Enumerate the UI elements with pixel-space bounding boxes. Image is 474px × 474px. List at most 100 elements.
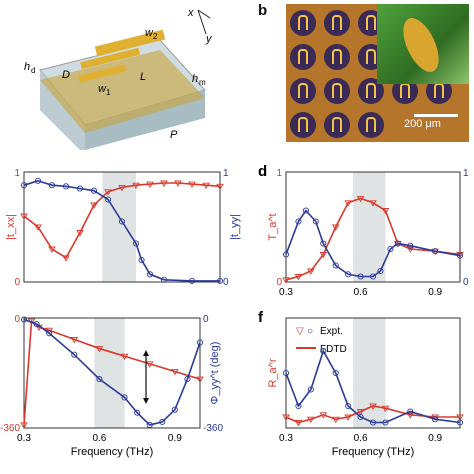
- data-point-f-1-4: [332, 369, 339, 377]
- x-tick-f-0: 0.3: [279, 433, 293, 444]
- data-point-e-1-7: [146, 421, 153, 428]
- data-point-c-0-0: [20, 213, 28, 220]
- data-point-e-1-9: [171, 406, 178, 413]
- legend-expt: Expt.: [320, 326, 343, 337]
- data-point-f-0-0: [282, 414, 290, 421]
- left-y-axis-label-c: |t_xx|: [5, 214, 17, 240]
- series-line-d-1: [285, 209, 461, 278]
- data-point-c-0-6: [104, 189, 112, 196]
- data-point-d-1-4: [320, 240, 327, 247]
- data-point-d-0-1: [294, 274, 303, 281]
- right-tick-bottom-c: 0: [223, 277, 229, 288]
- data-point-d-0-2: [307, 268, 315, 275]
- series-line-e-0: [23, 319, 201, 426]
- data-point-f-0-11: [456, 414, 464, 421]
- data-point-f-1-3: [320, 347, 327, 355]
- panel-label-b: b: [258, 2, 268, 19]
- series-line-e-1: [23, 318, 201, 426]
- data-point-c-1-9: [138, 256, 145, 264]
- y-axis-label-d: T_a^t: [267, 213, 279, 240]
- plot-frame-c: [23, 171, 221, 283]
- series-line-f-0: [285, 405, 460, 424]
- data-point-e-1-2: [46, 330, 53, 337]
- label-P: P: [170, 129, 178, 141]
- x-tick-e-2: 0.9: [168, 433, 182, 444]
- label-w2-sub: 2: [153, 32, 158, 41]
- data-point-c-1-5: [90, 187, 98, 194]
- data-point-d-1-2: [302, 207, 309, 214]
- data-point-d-0-11: [431, 248, 439, 256]
- data-point-f-1-11: [456, 419, 464, 426]
- scale-bar: [414, 114, 458, 117]
- data-point-f-0-1: [294, 420, 303, 427]
- axis-y-label: y: [205, 33, 213, 45]
- series-line-d-0: [285, 197, 461, 281]
- data-point-c-0-1: [34, 224, 42, 231]
- plot-frame-f: [285, 317, 461, 429]
- data-point-c-0-12: [188, 181, 196, 188]
- legend-marker-expt-blue: ○: [307, 326, 313, 337]
- label-hd-sub: d: [31, 66, 35, 75]
- data-point-d-0-4: [331, 224, 340, 231]
- right-y-axis-label-e: Φ_yy^t (deg): [209, 342, 221, 405]
- x-tick-e-1: 0.6: [92, 433, 106, 444]
- data-point-c-0-10: [160, 180, 168, 187]
- x-tick-f-1: 0.6: [354, 433, 368, 444]
- data-point-e-1-0: [20, 316, 28, 323]
- x-tick-f-2: 0.9: [428, 433, 442, 444]
- data-point-e-0-7: [145, 361, 154, 368]
- data-point-e-0-9: [196, 376, 204, 383]
- data-point-d-1-14: [456, 252, 464, 259]
- metasurface-schematic: x y w 2 h d D L w 1 h m P: [24, 7, 213, 150]
- data-point-d-1-8: [369, 273, 377, 280]
- data-point-e-0-6: [120, 353, 129, 361]
- panel-label-f: f: [258, 309, 264, 326]
- panel-label-d: d: [258, 163, 267, 180]
- flexible-sample-inset: [377, 4, 469, 84]
- right-tick-top-d: 1: [463, 168, 469, 179]
- left-tick-bottom-e: -360: [0, 423, 20, 434]
- data-point-f-1-10: [432, 416, 439, 423]
- axis-x-label: x: [187, 7, 194, 19]
- data-point-d-1-1: [295, 218, 302, 225]
- data-point-f-1-2: [307, 386, 314, 393]
- data-point-e-1-6: [134, 409, 141, 416]
- x-tick-d-2: 0.9: [428, 287, 442, 298]
- data-point-f-0-4: [331, 416, 340, 424]
- data-point-d-0-0: [282, 277, 290, 284]
- data-point-c-1-0: [20, 182, 28, 189]
- left-tick-top-e: 0: [14, 314, 20, 325]
- data-point-c-1-3: [62, 183, 70, 190]
- shaded-band-c: [102, 172, 136, 282]
- plot-frame-d: [285, 171, 461, 283]
- data-point-c-1-6: [104, 196, 112, 203]
- data-point-d-0-10: [406, 246, 415, 253]
- data-point-c-1-1: [34, 177, 42, 184]
- data-point-e-1-5: [121, 394, 128, 401]
- data-point-d-1-0: [282, 251, 290, 258]
- data-point-c-0-4: [76, 230, 84, 237]
- data-point-f-0-7: [369, 403, 377, 410]
- x-axis-label-f: Frequency (THz): [332, 446, 415, 458]
- x-axis-label-e: Frequency (THz): [71, 446, 154, 458]
- data-point-f-0-2: [307, 416, 315, 424]
- data-point-e-0-3: [45, 327, 53, 335]
- data-point-c-0-5: [90, 202, 98, 209]
- data-point-f-1-5: [345, 402, 352, 410]
- arrow-180-head-bottom: [143, 398, 149, 404]
- data-point-c-1-4: [76, 185, 84, 192]
- right-tick-bottom-e: -360: [203, 423, 223, 434]
- data-point-c-1-12: [188, 277, 196, 284]
- data-point-d-0-8: [381, 208, 390, 215]
- series-line-c-1: [23, 179, 220, 282]
- right-y-axis-label-c: |t_yy|: [229, 214, 241, 240]
- data-point-c-0-3: [62, 255, 70, 262]
- x-tick-d-1: 0.6: [354, 287, 368, 298]
- label-D: D: [62, 69, 70, 81]
- data-point-f-1-6: [357, 413, 364, 421]
- data-point-e-1-3: [71, 351, 78, 358]
- label-hd: h: [24, 61, 30, 73]
- data-point-d-1-6: [345, 271, 352, 278]
- data-point-d-1-3: [312, 218, 319, 225]
- x-tick-e-0: 0.3: [17, 433, 31, 444]
